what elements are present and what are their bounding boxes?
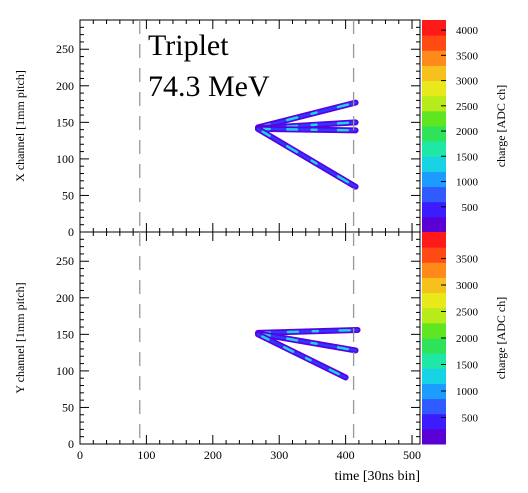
bottom-colorbar-label: charge [ADC ch] [494,297,508,379]
track-hotspot [336,103,350,109]
annotation-line-1: Triplet [148,29,229,62]
y-tick-label: 200 [56,79,74,93]
colorbar-swatch [422,247,446,263]
x-tick-label: 0 [77,448,83,462]
bottom-panel-tracks [254,326,361,381]
colorbar-tick-label: 500 [462,413,479,425]
colorbar-tick-label: 2000 [456,333,479,345]
y-tick-label: 100 [56,364,74,378]
y-tick-label: 50 [62,400,74,414]
colorbar-swatch [422,353,446,369]
colorbar-swatch [422,50,446,66]
colorbar-swatch [422,35,446,51]
colorbar-swatch [422,428,446,445]
colorbar-swatch [422,201,446,218]
track-hotspot [310,341,318,345]
colorbar-swatch [422,126,446,142]
y-tick-label: 250 [56,254,74,268]
x-tick-label: 500 [403,448,421,462]
colorbar-swatch [422,216,446,233]
track-hotspot [310,159,318,165]
colorbar-swatch [422,277,446,294]
colorbar-swatch [422,110,446,127]
colorbar-tick-label: 500 [462,202,479,214]
top-panel-tracks [254,99,359,190]
y-tick-label: 100 [56,152,74,166]
colorbar-swatch [422,171,446,188]
x-tick-label: 100 [137,448,155,462]
top-colorbar: 500 1000 1500 2000 2500 3000 3500 4000 [422,20,479,233]
track-hotspot [261,130,271,138]
colorbar-tick-label: 1500 [456,151,479,163]
y-tick-label: 0 [68,437,74,451]
colorbar-tick-label: 2500 [456,101,479,113]
track-hotspot [328,368,340,376]
y-tick-label: 150 [56,327,74,341]
track-hotspot [283,346,295,353]
colorbar-swatch [422,368,446,384]
x-tick-label: 200 [204,448,222,462]
bottom-colorbar: 500 1000 1500 2000 2500 3000 3500 [422,232,479,445]
track-hotspot [261,335,270,341]
colorbar-swatch [422,141,446,157]
colorbar-tick-label: 3000 [456,76,479,88]
colorbar-tick-label: 1000 [456,177,479,189]
y-tick-label: 250 [56,42,74,56]
colorbar-tick-label: 1500 [456,360,479,372]
colorbar-swatch [422,95,446,112]
track-hotspot [304,356,312,362]
annotation-line-2: 74.3 MeV [148,70,270,103]
colorbar-tick-label: 4000 [456,25,479,37]
track-hotspot [336,121,350,125]
top-y-axis-label: X channel [1mm pitch] [13,70,27,182]
x-tick-label: 400 [337,448,355,462]
y-tick-label: 200 [56,291,74,305]
colorbar-tick-label: 3500 [456,50,479,62]
x-tick-label: 300 [270,448,288,462]
bottom-panel-frame [79,231,421,445]
colorbar-swatch [422,413,446,430]
colorbar-swatch [422,338,446,354]
colorbar-swatch [422,232,446,248]
track-hotspot [336,175,350,184]
colorbar-swatch [422,398,446,415]
colorbar-swatch [422,322,446,339]
y-tick-label: 50 [62,188,74,202]
colorbar-swatch [422,65,446,82]
colorbar-tick-label: 3500 [456,254,479,266]
track-hotspot [286,337,299,342]
y-tick-label: 150 [56,115,74,129]
x-axis-label: time [30ns bin] [334,469,420,484]
colorbar-swatch [422,292,446,309]
bottom-y-axis-label: Y channel [1mm pitch] [13,282,27,393]
colorbar-swatch [422,156,446,172]
colorbar-swatch [422,307,446,324]
track-hotspot [286,144,299,154]
colorbar-swatch [422,80,446,97]
track-hotspot [286,124,299,128]
axis-ticks: 0 50 100 150 200 250 0 50 100 150 200 250 0 100 200 300… [56,19,421,462]
colorbar-swatch [422,383,446,400]
track-hotspot [286,116,299,122]
colorbar-tick-label: 3000 [456,280,479,292]
track-hotspot [310,111,318,116]
track-hotspot [336,346,350,351]
colorbar-swatch [422,20,446,36]
top-panel-frame [79,19,421,233]
colorbar-swatch [422,262,446,278]
colorbar-swatch [422,186,446,203]
y-tick-label: 0 [68,225,74,239]
time-markers [139,20,355,444]
colorbar-tick-label: 2000 [456,126,479,138]
colorbar-tick-label: 1000 [456,386,479,398]
top-colorbar-label: charge [ADC ch] [494,85,508,167]
colorbar-tick-label: 2500 [456,307,479,319]
